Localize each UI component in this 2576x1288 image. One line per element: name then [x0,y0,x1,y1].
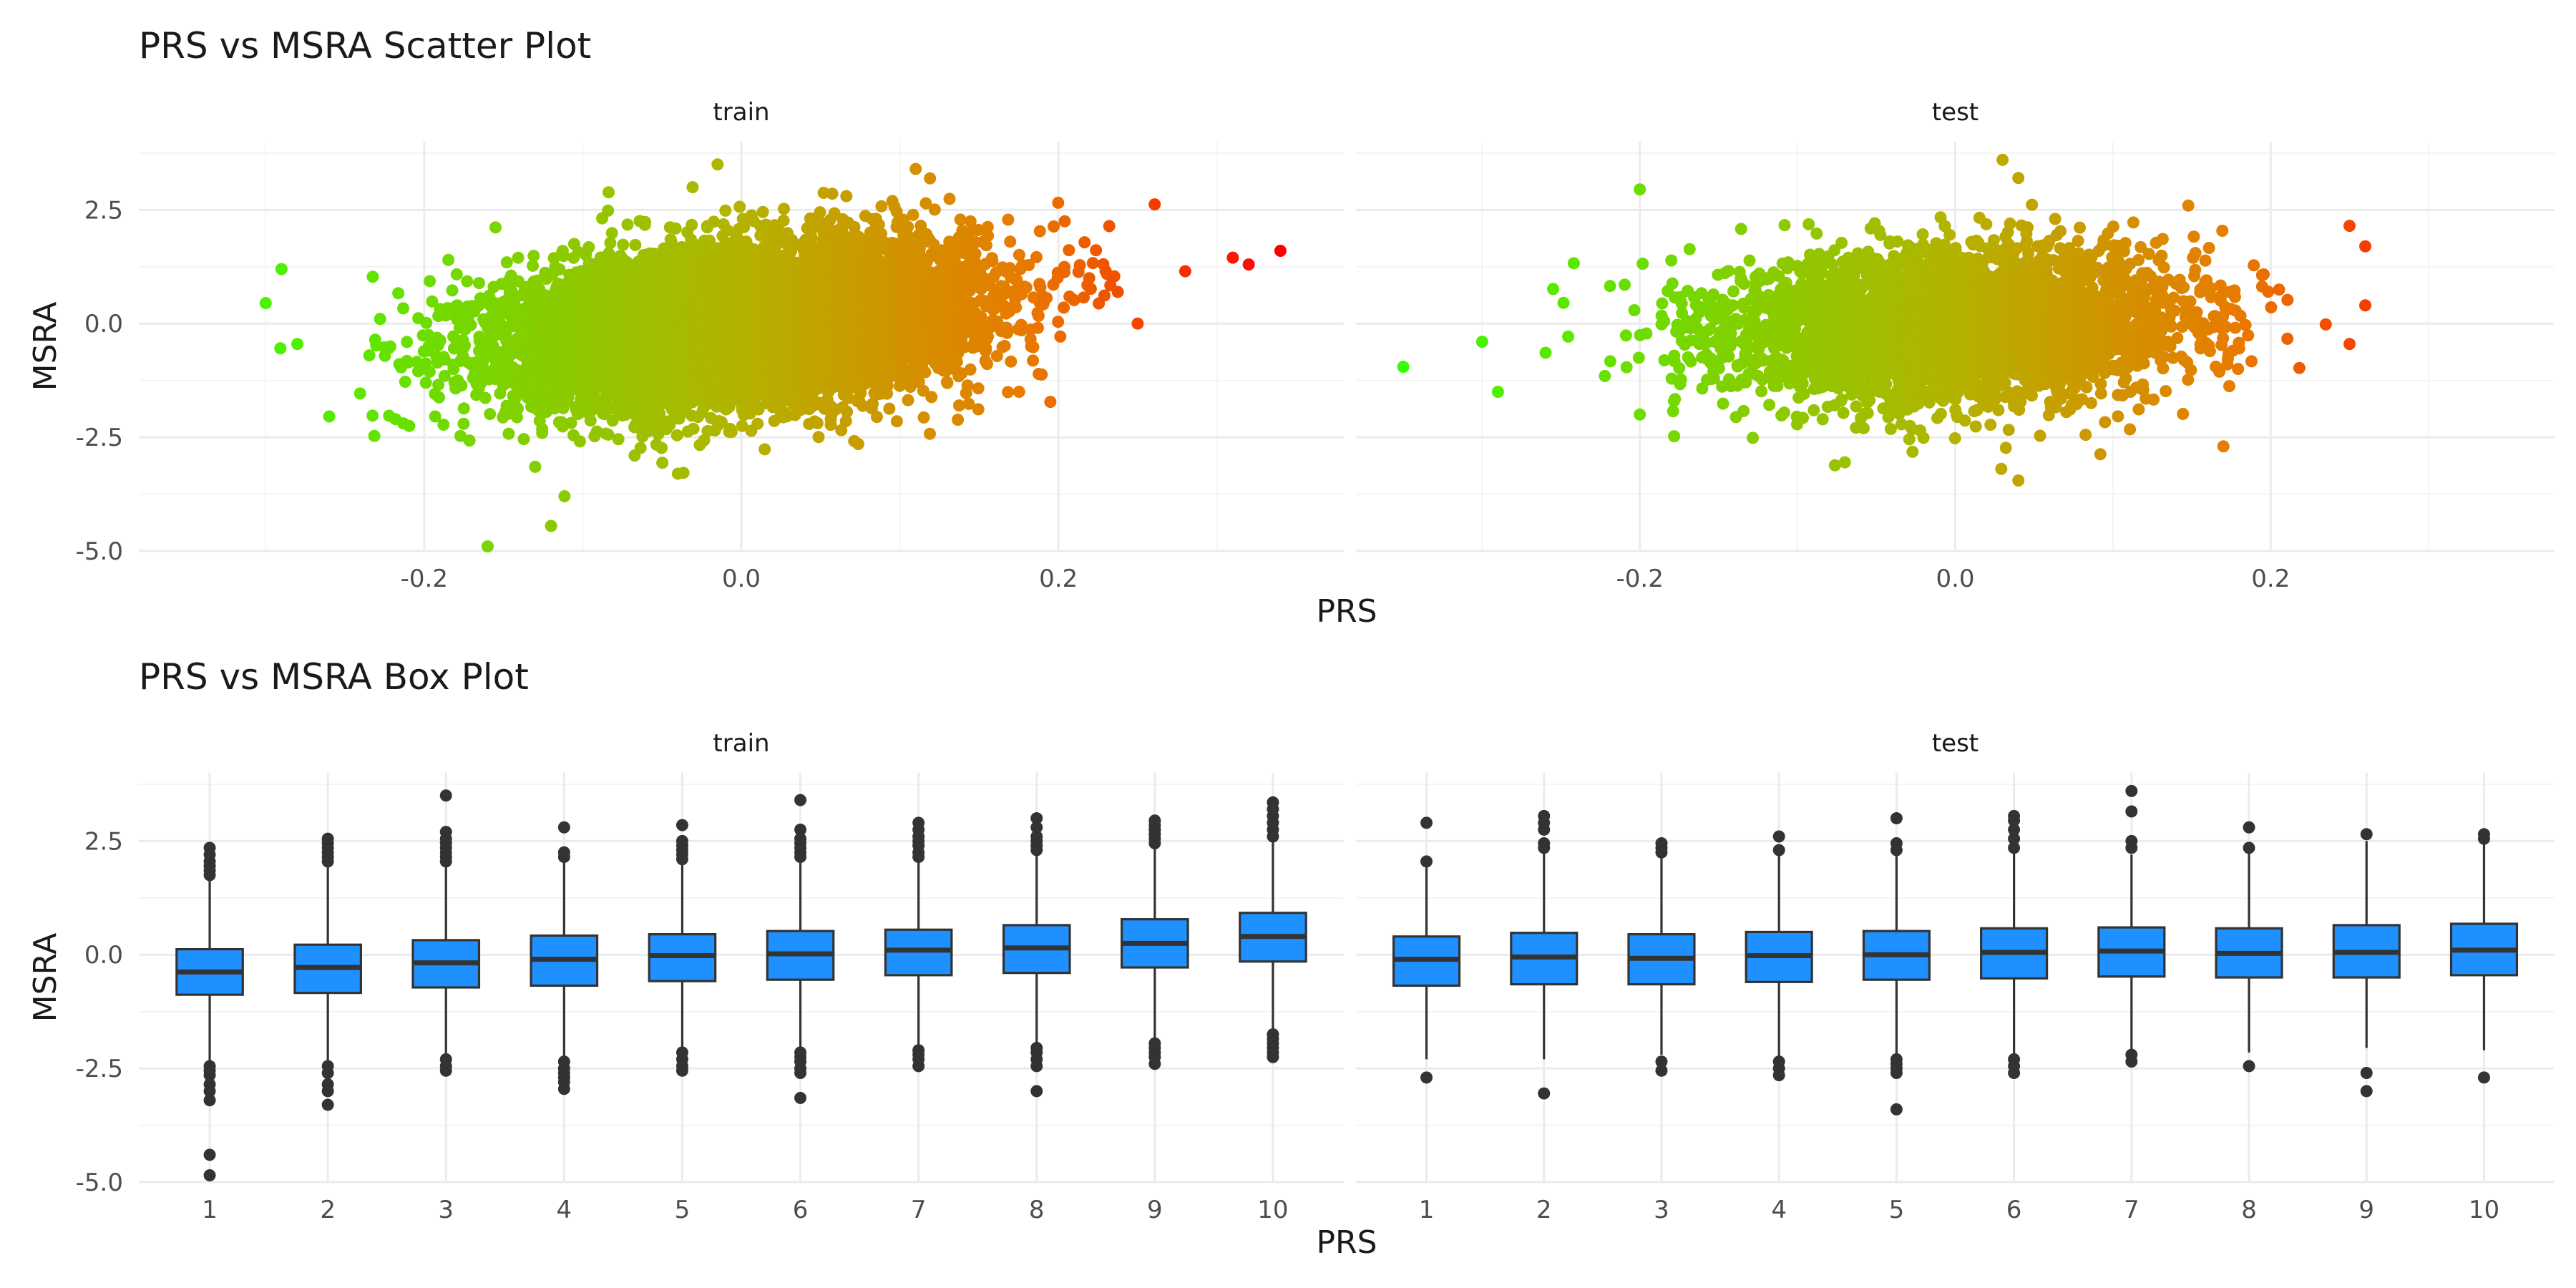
scatter-point [424,275,436,288]
scatter-points [259,158,1287,553]
scatter-point [399,376,411,388]
scatter-point [384,340,396,353]
scatter-point [557,250,570,263]
scatter-point [275,263,288,275]
scatter-point [553,263,566,275]
scatter-point [423,366,436,378]
scatter-point [602,204,615,217]
scatter-point [442,253,455,266]
scatter-point [434,334,447,347]
scatter-point [621,218,634,231]
scatter-point [403,419,416,432]
scatter-point [670,429,683,441]
scatter-point [479,391,492,404]
scatter-point [585,404,598,416]
scatter-point [500,256,513,269]
scatter-point [629,238,642,251]
scatter-point [447,363,460,376]
scatter-point [512,402,525,415]
scatter-point [426,295,439,308]
scatter-point [366,270,379,283]
scatter-point [725,426,738,439]
x-tick-label: 0.0 [722,565,761,593]
scatter-point [484,408,497,421]
x-tick-label: -0.2 [401,565,448,593]
scatter-point [450,268,463,280]
scatter-point [612,433,625,446]
scatter-point [584,414,597,427]
scatter-point [323,410,336,423]
scatter-point [419,376,432,389]
scatter-point [558,490,571,502]
scatter-point [420,316,433,329]
scatter-point [719,204,732,217]
scatter-point [502,427,515,440]
scatter-point [291,338,304,351]
scatter-point [423,340,435,353]
scatter-point [366,409,379,422]
scatter-point [353,387,366,400]
scatter-point [686,218,698,231]
scatter-point [374,313,386,326]
scatter-point [655,441,668,454]
scatter-point [605,227,618,240]
scatter-point [711,158,724,171]
scatter-point [677,467,690,479]
scatter-point [686,181,699,194]
scatter-point [634,441,647,454]
scatter-point [639,215,652,228]
scatter-point [392,287,405,300]
scatter-point [432,379,445,391]
scatter-point [527,259,540,272]
scatter-point [489,221,502,234]
scatter-point [368,429,381,442]
scatter-point [517,433,530,446]
scatter-point [573,435,586,448]
scatter-point [536,422,549,435]
scatter-point [733,200,746,213]
scatter-point [397,302,409,315]
scatter-point [461,275,474,288]
scatter-panel-train: train -0.2 0.0 0.2 [139,98,1344,593]
scatter-point [463,434,476,447]
scatter-point [411,356,423,369]
scatter-point [401,336,414,348]
scatter-point [433,391,445,404]
scatter-point [446,284,459,297]
scatter-point [529,460,542,473]
facet-strip-label: train [713,98,769,127]
scatter-point [617,238,630,251]
scatter-point [602,186,615,199]
scatter-point [438,369,451,382]
box-plot-title: PRS vs MSRA Box Plot [139,656,529,698]
scatter-point [457,402,470,415]
scatter-point [259,297,272,310]
scatter-point [582,241,595,253]
scatter-point [565,416,577,429]
scatter-plot-title: PRS vs MSRA Scatter Plot [139,25,591,67]
scatter-point [464,318,477,331]
scatter-point [459,339,472,352]
scatter-point [473,277,485,290]
scatter-point [455,379,468,392]
scatter-point [545,519,557,532]
scatter-point [274,342,287,355]
scatter-point [437,419,450,431]
scatter-point [457,417,470,430]
scatter-point [482,540,494,553]
scatter-point [656,457,669,469]
scatter-point [687,422,700,435]
scatter-point [512,251,525,264]
scatter-point [669,222,682,235]
x-tick-label: 0.2 [1039,565,1078,593]
scatter-point [429,410,441,423]
scatter-point [527,250,540,263]
scatter-point [454,429,467,442]
scatter-point [363,349,376,362]
scatter-point [412,365,424,378]
